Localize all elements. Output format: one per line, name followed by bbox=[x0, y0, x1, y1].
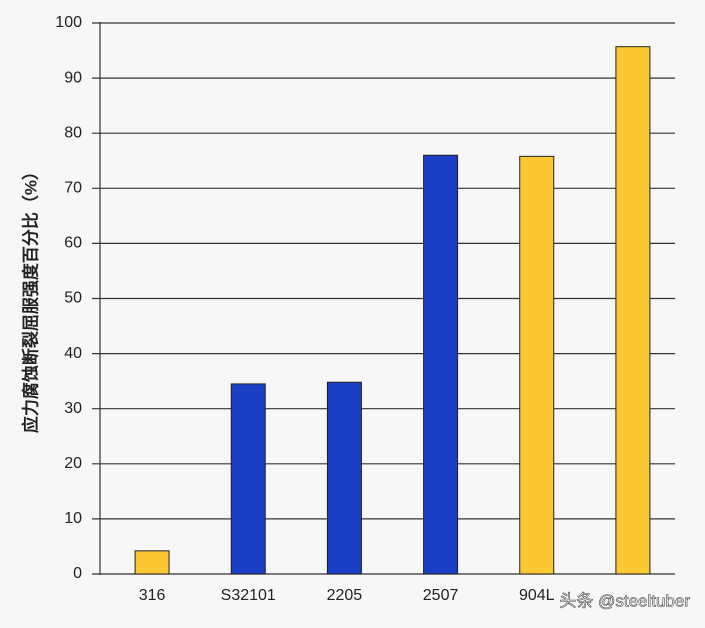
y-tick-label: 70 bbox=[64, 180, 82, 197]
y-axis-label: 应力腐蚀断裂屈服强度百分比（%） bbox=[20, 163, 40, 433]
y-tick-label: 20 bbox=[64, 455, 82, 472]
x-tick-label: 316 bbox=[139, 587, 166, 604]
bar bbox=[230, 383, 266, 575]
bar bbox=[326, 381, 362, 575]
x-tick-label: 2507 bbox=[423, 587, 459, 604]
y-tick-label: 40 bbox=[64, 345, 82, 362]
x-tick-label: 2205 bbox=[327, 587, 363, 604]
y-tick-label: 100 bbox=[55, 14, 82, 31]
bar bbox=[134, 550, 170, 575]
y-tick-label: 10 bbox=[64, 510, 82, 527]
x-tick-label: 904L bbox=[519, 587, 555, 604]
y-tick-label: 60 bbox=[64, 235, 82, 252]
y-tick-label: 90 bbox=[64, 69, 82, 86]
watermark: 头条 @steeltuber bbox=[559, 591, 690, 610]
bar bbox=[615, 46, 651, 575]
y-tick-label: 50 bbox=[64, 290, 82, 307]
y-tick-label: 0 bbox=[73, 565, 82, 582]
bar bbox=[423, 154, 459, 575]
y-tick-label: 30 bbox=[64, 400, 82, 417]
y-tick-label: 80 bbox=[64, 124, 82, 141]
x-tick-label: S32101 bbox=[221, 587, 276, 604]
bar bbox=[519, 155, 555, 575]
